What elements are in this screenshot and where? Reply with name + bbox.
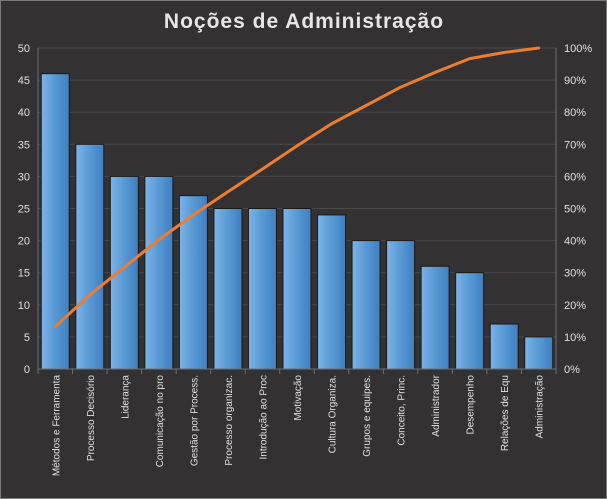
bar bbox=[109, 175, 139, 370]
bar bbox=[317, 214, 347, 370]
cumulative-line bbox=[53, 46, 541, 329]
bar bbox=[351, 240, 381, 370]
y2-tick-label: 10% bbox=[564, 332, 586, 344]
bar bbox=[455, 272, 485, 370]
y-tick-label: 45 bbox=[18, 75, 30, 87]
x-axis: Métodos e Ferramenta Processo Decisório Li… bbox=[37, 368, 557, 477]
y2-tick-label: 20% bbox=[564, 300, 586, 312]
x-tick-label: Gestão por Process. bbox=[189, 375, 200, 466]
bar bbox=[247, 208, 277, 370]
y2-tick-label: 80% bbox=[564, 107, 586, 119]
chart-title: Noções de Administração bbox=[164, 10, 444, 33]
y2-tick-label: 100% bbox=[564, 43, 592, 55]
y2-tick-label: 30% bbox=[564, 268, 586, 280]
x-tick-label: Cultura Organiza. bbox=[328, 375, 339, 453]
y-tick-label: 15 bbox=[18, 268, 30, 280]
x-tick-label: Conceito, Princ. bbox=[397, 375, 408, 446]
bar bbox=[489, 323, 519, 370]
y-tick-label: 40 bbox=[18, 107, 30, 119]
y-tick-label: 5 bbox=[24, 332, 30, 344]
bar bbox=[213, 208, 243, 370]
x-tick-label: Administrador bbox=[431, 374, 442, 436]
y-tick-label: 30 bbox=[18, 171, 30, 183]
x-tick-label: Métodos e Ferramenta bbox=[51, 375, 62, 477]
y2-tick-label: 70% bbox=[564, 139, 586, 151]
y2-tick-label: 90% bbox=[564, 75, 586, 87]
bar bbox=[282, 208, 312, 370]
x-tick-label: Processo organizac. bbox=[224, 375, 235, 466]
y-tick-label: 35 bbox=[18, 139, 30, 151]
y-tick-label: 20 bbox=[18, 236, 30, 248]
y2-tick-label: 40% bbox=[564, 236, 586, 248]
bars bbox=[40, 73, 554, 370]
y-tick-label: 10 bbox=[18, 300, 30, 312]
x-tick-label: Liderança bbox=[120, 375, 131, 419]
x-tick-label: Relações de Equ bbox=[500, 375, 511, 451]
x-tick-label: Introdução ao Proc bbox=[258, 375, 269, 460]
x-tick-label: Administração bbox=[535, 375, 546, 439]
bar bbox=[178, 195, 208, 370]
y2-tick-label: 50% bbox=[564, 204, 586, 216]
bar bbox=[420, 265, 450, 370]
bar bbox=[386, 240, 416, 370]
cumulative-percent-line bbox=[53, 46, 541, 329]
bar bbox=[144, 175, 174, 370]
y-tick-label: 25 bbox=[18, 204, 30, 216]
y-axis-right: 0% 10% 20% 30% 40% 50% 60% 70% 80% 90% 100% bbox=[555, 43, 592, 376]
x-tick-label: Processo Decisório bbox=[86, 375, 97, 462]
bar bbox=[524, 336, 554, 370]
x-tick-label: Comunicação no pro bbox=[155, 375, 166, 468]
y2-tick-label: 0% bbox=[564, 364, 580, 376]
y-tick-label: 50 bbox=[18, 43, 30, 55]
x-tick-label: Motivação bbox=[293, 375, 304, 421]
x-tick-label: Desempenho bbox=[466, 375, 477, 435]
y-axis-left: 0 5 10 15 20 25 30 35 40 45 50 bbox=[18, 43, 39, 376]
y2-tick-label: 60% bbox=[564, 171, 586, 183]
x-tick-label: Grupos e equipes. bbox=[362, 375, 373, 457]
bar bbox=[75, 143, 105, 370]
y-tick-label: 0 bbox=[24, 364, 30, 376]
